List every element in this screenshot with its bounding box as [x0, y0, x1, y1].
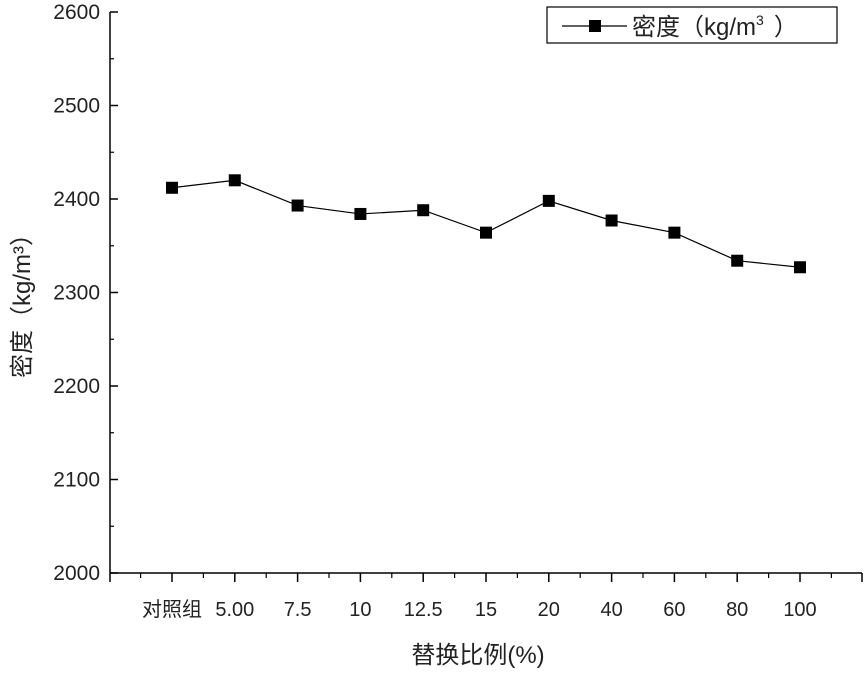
data-point — [605, 214, 618, 227]
y-tick-label: 2300 — [53, 282, 100, 305]
x-tick-label: 7.5 — [284, 599, 312, 621]
x-tick-label: 15 — [475, 599, 497, 621]
data-point — [668, 226, 681, 239]
x-axis-label: 替换比例(%) — [411, 642, 544, 669]
data-point — [542, 194, 555, 207]
data-point — [417, 204, 430, 217]
x-tick-label: 40 — [600, 599, 622, 621]
data-point — [228, 174, 241, 187]
series-line — [171, 179, 801, 268]
y-tick-label: 2100 — [53, 469, 100, 492]
y-tick-label: 2400 — [53, 188, 100, 211]
series-layer — [166, 174, 806, 274]
data-point — [480, 226, 492, 239]
legend: 密度（kg/m3） — [546, 6, 838, 44]
x-tick-label: 20 — [538, 599, 560, 621]
y-tick-label: 2200 — [53, 375, 100, 398]
legend-label: 密度（kg/m3） — [632, 12, 798, 41]
data-point — [354, 207, 367, 220]
data-point — [731, 254, 744, 267]
data-point — [291, 199, 304, 212]
legend-superscript: 3 — [756, 12, 764, 28]
x-tick-label: 12.5 — [404, 599, 443, 621]
legend-marker-square — [589, 20, 601, 32]
y-tick-label: 2000 — [53, 562, 100, 585]
y-axis-ticks: 2000 2100 2200 2300 2400 2500 2600 — [53, 1, 118, 585]
x-tick-label: 10 — [349, 599, 371, 621]
y-tick-label: 2600 — [53, 1, 100, 24]
y-tick-label: 2500 — [53, 95, 100, 118]
y-axis-label: 密度（kg/m³） — [9, 222, 36, 378]
x-tick-label: 80 — [726, 599, 748, 621]
x-tick-label: 100 — [783, 599, 816, 621]
data-point — [166, 181, 178, 194]
x-tick-label: 5.00 — [215, 599, 254, 621]
data-point — [794, 261, 806, 274]
plot-area — [109, 12, 862, 574]
x-axis-ticks: 对照组 5.00 7.5 10 12.5 15 20 40 60 80 100 — [109, 573, 863, 621]
x-tick-label: 60 — [663, 599, 685, 621]
x-tick-label: 对照组 — [142, 598, 202, 621]
